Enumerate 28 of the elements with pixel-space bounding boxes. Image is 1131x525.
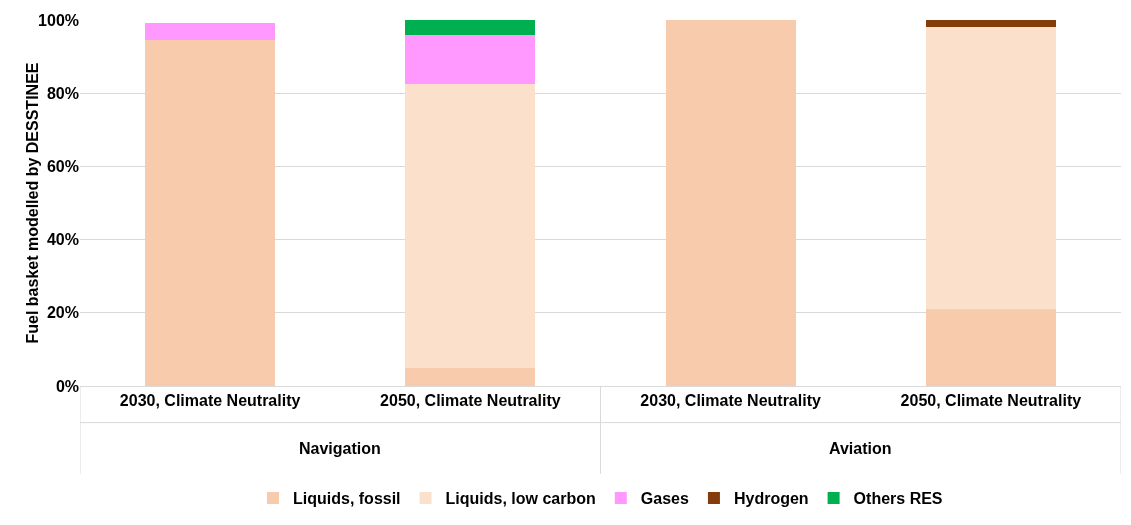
legend-label: Liquids, fossil <box>293 490 401 508</box>
text: Aviation <box>829 440 892 457</box>
bar <box>405 20 536 35</box>
y-tick-label: 100% <box>38 11 79 29</box>
bar <box>145 22 276 41</box>
legend-label: Hydrogen <box>733 490 809 508</box>
x-tick-label: 2050, Climate Neutrality <box>380 392 561 410</box>
bar <box>405 367 536 386</box>
y-tick-label: 20% <box>46 304 79 322</box>
y-tick-label: 80% <box>46 84 79 102</box>
legend-label: Liquids, low carbon <box>445 490 596 508</box>
legend-label: Others RES <box>853 490 943 508</box>
bar <box>405 84 536 368</box>
bar <box>665 20 796 386</box>
y-tick-label: 0% <box>55 377 79 395</box>
y-tick-label: 40% <box>46 231 79 249</box>
y-tick-label: 60% <box>46 158 79 175</box>
legend-label: Gases <box>640 490 689 508</box>
bar <box>405 34 536 85</box>
y-axis-title: Fuel basket modelled by DESSTINEE <box>24 62 41 344</box>
bar <box>925 20 1056 28</box>
x-tick-label: 2030, Climate Neutrality <box>119 392 301 410</box>
x-tick-label: 2050, Climate Neutrality <box>900 392 1082 410</box>
bar <box>925 27 1056 310</box>
bar <box>925 309 1056 386</box>
x-tick-label: 2030, Climate Neutrality <box>640 392 821 410</box>
text: Navigation <box>299 440 381 457</box>
bar <box>145 40 276 386</box>
